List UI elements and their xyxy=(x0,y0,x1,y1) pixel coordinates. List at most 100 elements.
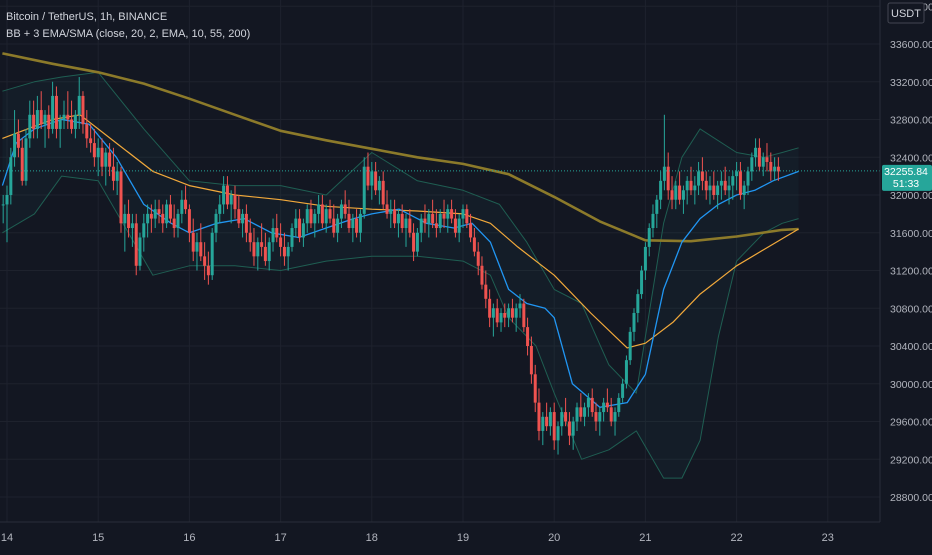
candle xyxy=(142,213,146,252)
candle-body xyxy=(564,412,568,422)
candle-body xyxy=(472,237,476,252)
candle xyxy=(153,199,157,229)
candle xyxy=(191,218,195,262)
candle-body xyxy=(168,204,172,219)
candle-body xyxy=(499,312,503,323)
candle xyxy=(423,204,427,233)
candle xyxy=(594,402,598,431)
candle-body xyxy=(396,213,400,224)
candle xyxy=(130,213,134,247)
candle xyxy=(324,204,328,233)
candle-body xyxy=(465,209,469,224)
candle xyxy=(165,199,169,229)
candle-body xyxy=(689,180,693,191)
candle-body xyxy=(488,298,492,318)
candle-body xyxy=(241,213,245,224)
candle xyxy=(366,152,370,191)
candle xyxy=(286,242,290,271)
candle xyxy=(761,152,765,177)
candle-body xyxy=(575,407,579,422)
candle xyxy=(267,237,271,271)
candle xyxy=(206,251,210,285)
candle-body xyxy=(598,412,602,422)
candle xyxy=(693,176,697,205)
last-price-tag: 32255.84 51:33 xyxy=(882,164,932,191)
candle xyxy=(503,303,507,328)
candle-body xyxy=(210,232,214,276)
candle-body xyxy=(400,213,404,229)
candle xyxy=(184,185,188,214)
candle xyxy=(556,421,560,455)
candle xyxy=(339,199,343,229)
candle-body xyxy=(191,232,195,252)
x-tick-label: 19 xyxy=(457,532,469,544)
candle-body xyxy=(282,246,286,257)
candle-body xyxy=(415,232,419,252)
candle-body xyxy=(769,161,773,172)
candle-body xyxy=(172,218,176,229)
candle-body xyxy=(602,402,606,413)
candle-body xyxy=(370,171,374,186)
candle xyxy=(609,397,613,427)
candle xyxy=(127,199,131,238)
candle xyxy=(659,171,663,210)
candle-body xyxy=(244,213,248,233)
candle-body xyxy=(446,209,450,219)
candle-body xyxy=(681,190,685,200)
candle-body xyxy=(176,213,180,229)
candle xyxy=(457,213,461,243)
candle-body xyxy=(560,412,564,427)
candle-body xyxy=(362,166,366,214)
candle xyxy=(89,124,93,153)
candle-body xyxy=(339,204,343,219)
candle xyxy=(161,204,165,233)
candle xyxy=(765,143,769,172)
candle xyxy=(355,209,359,238)
candle xyxy=(146,204,150,238)
candle-body xyxy=(73,114,77,129)
candle xyxy=(769,152,773,181)
candle xyxy=(552,402,556,450)
candle-body xyxy=(355,218,359,233)
ema-10-line xyxy=(1,118,799,408)
candle xyxy=(754,138,758,167)
countdown-timer: 51:33 xyxy=(893,178,919,190)
candle-body xyxy=(100,147,104,167)
candle-body xyxy=(526,327,530,346)
candle xyxy=(662,114,666,191)
candle xyxy=(222,176,226,214)
indicator-title[interactable]: BB + 3 EMA/SMA (close, 20, 2, EMA, 10, 5… xyxy=(6,28,251,40)
candle xyxy=(16,119,20,158)
symbol-title[interactable]: Bitcoin / TetherUS, 1h, BINANCE xyxy=(6,11,168,23)
candle xyxy=(510,298,514,323)
candle-body xyxy=(77,95,81,115)
candle xyxy=(320,195,324,229)
candle-body xyxy=(347,213,351,229)
candle xyxy=(438,209,442,233)
candle-body xyxy=(35,110,39,129)
candle xyxy=(377,176,381,205)
candle-body xyxy=(195,242,199,252)
candle-body xyxy=(643,246,647,271)
y-tick-label: 29600.00 xyxy=(890,417,932,429)
candle-body xyxy=(54,95,58,129)
candle xyxy=(617,393,621,417)
candle xyxy=(279,223,283,257)
y-tick-label: 32000.00 xyxy=(890,190,932,202)
candle xyxy=(176,209,180,238)
candle-body xyxy=(149,213,153,219)
candle-body xyxy=(317,204,321,214)
candle-body xyxy=(298,218,302,238)
candle xyxy=(271,218,275,252)
candle-body xyxy=(271,228,275,243)
candle-body xyxy=(609,407,613,422)
candle xyxy=(750,152,754,181)
candle xyxy=(172,204,176,238)
candle xyxy=(590,388,594,417)
candle xyxy=(495,298,499,328)
candle xyxy=(643,242,647,280)
candle xyxy=(602,397,606,422)
candle xyxy=(586,393,590,417)
